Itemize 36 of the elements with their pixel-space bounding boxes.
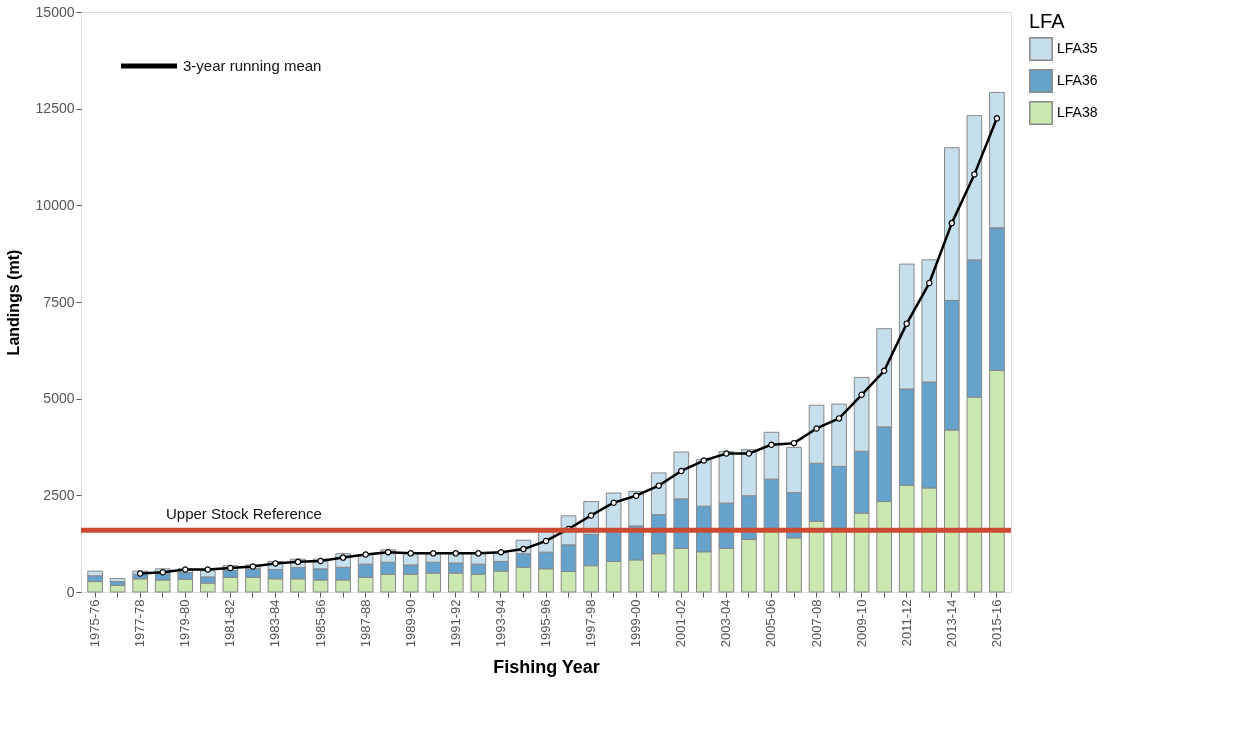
x-tick-label: 1983-84 (267, 599, 283, 648)
y-tick-label: 12500 (35, 100, 75, 117)
x-tick-label: 1985-86 (312, 599, 328, 648)
x-tick-label: 2003-04 (718, 599, 734, 648)
x-tick-label: 1975-76 (87, 599, 103, 648)
y-tick-label: 0 (66, 583, 75, 600)
x-tick-label: 2013-14 (943, 599, 959, 648)
legend-title: LFA (1029, 10, 1066, 32)
x-tick-label: 2009-10 (853, 599, 869, 648)
x-tick-label: 1995-96 (538, 599, 553, 648)
x-tick-label: 2015-16 (988, 599, 1004, 648)
legend-label: LFA36 (1057, 72, 1098, 88)
y-tick-label: 7500 (43, 293, 75, 310)
x-tick-label: 1989-90 (402, 599, 418, 648)
y-tick-label: 10000 (35, 196, 75, 213)
ref-line-label: Upper Stock Reference (166, 505, 322, 523)
x-tick-label: 1981-82 (222, 599, 238, 648)
y-tick-label: 15000 (35, 3, 75, 20)
x-tick-label: 2007-08 (808, 599, 824, 648)
x-tick-label: 2011-12 (898, 599, 914, 647)
legend-label: LFA35 (1057, 40, 1098, 56)
x-tick-label: 1993-94 (492, 599, 508, 648)
y-tick-label: 2500 (43, 486, 75, 503)
y-tick-label: 5000 (43, 390, 75, 407)
x-tick-label: 1999-00 (628, 599, 644, 648)
x-tick-label: 2001-02 (673, 599, 689, 648)
x-axis-title: Fishing Year (493, 657, 600, 678)
x-tick-label: 2005-06 (763, 599, 779, 648)
x-tick-label: 1987-88 (357, 599, 373, 648)
y-axis-title: Landings (mt) (4, 249, 22, 356)
x-tick-label: 1991-92 (447, 599, 463, 648)
x-tick-label: 1979-80 (177, 599, 193, 648)
x-tick-label: 1977-78 (132, 599, 148, 648)
legend-label: LFA38 (1057, 104, 1098, 120)
legend-label: 3-year running mean (183, 57, 322, 74)
x-tick-label: 1997-98 (583, 599, 599, 648)
